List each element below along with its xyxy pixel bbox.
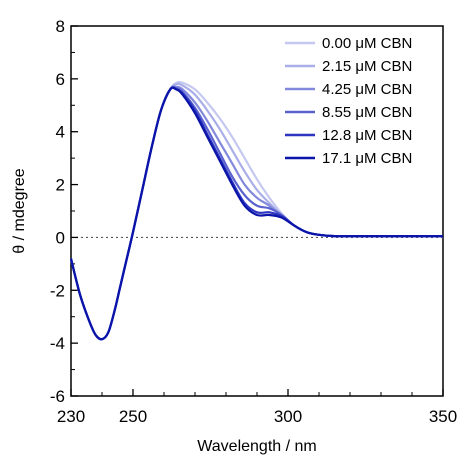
y-tick-label: 0 [56,228,65,247]
x-tick-label: 230 [57,407,85,426]
legend-entry-1: 0.00 μM CBN [322,35,412,52]
y-tick-label: 2 [56,176,65,195]
y-tick-label: 8 [56,17,65,36]
x-axis-label: Wavelength / nm [197,438,316,455]
y-tick-label: -6 [50,387,65,406]
legend-entry-2: 2.15 μM CBN [322,58,412,75]
y-tick-label: 4 [56,123,65,142]
x-tick-label: 300 [274,407,302,426]
axis-ticks [70,25,444,397]
legend-entry-3: 4.25 μM CBN [322,81,412,98]
x-tick-label: 350 [429,407,457,426]
y-tick-label: 6 [56,70,65,89]
y-axis-label: θ / mdegree [11,168,28,253]
series-line-5 [69,86,443,341]
legend-entry-5: 12.8 μM CBN [322,127,412,144]
legend: 0.00 μM CBN 2.15 μM CBN 4.25 μM CBN 8.55 μM… [285,35,412,167]
legend-entry-4: 8.55 μM CBN [322,104,412,121]
y-tick-label: -2 [50,281,65,300]
axis-tick-labels: 230 250 300 350 -6 -4 -2 0 2 4 6 8 [50,17,457,426]
series-line-6 [69,86,443,341]
series-layer [69,80,443,341]
y-tick-label: -4 [50,334,65,353]
x-tick-label: 250 [119,407,147,426]
legend-entry-6: 17.1 μM CBN [322,150,412,167]
